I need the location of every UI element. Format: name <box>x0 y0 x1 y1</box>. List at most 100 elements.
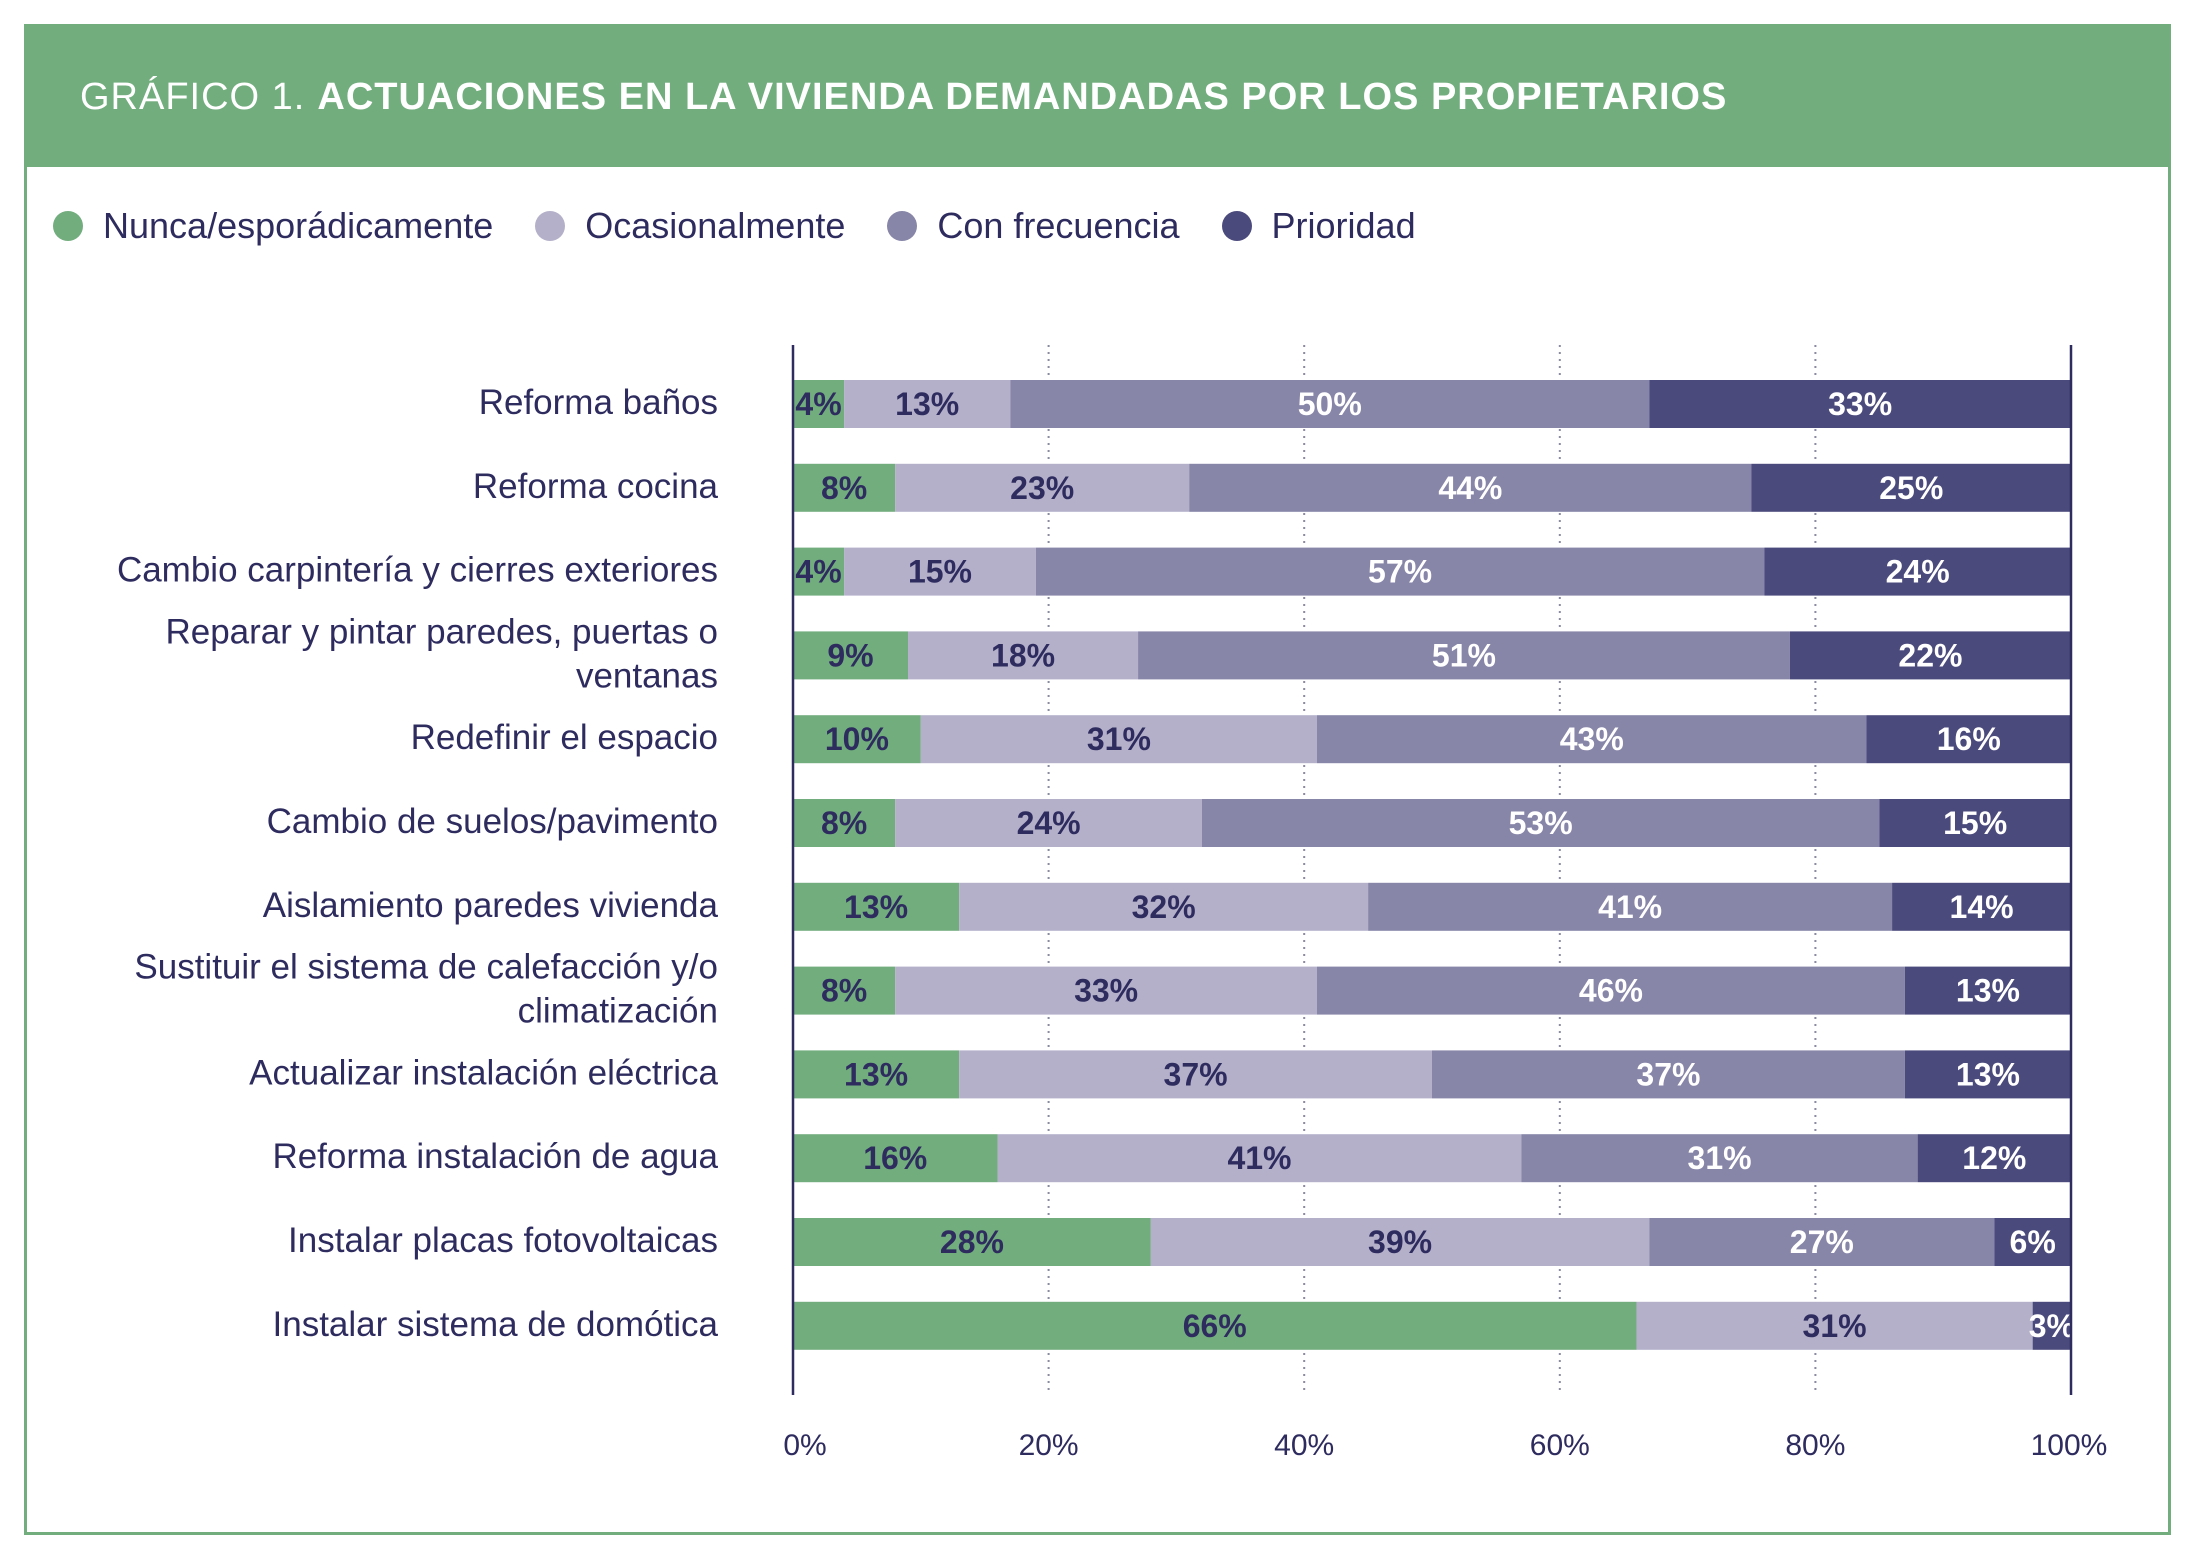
legend-label-nunca: Nunca/esporádicamente <box>103 205 494 246</box>
bar-ocasionalmente-5 <box>895 799 1202 847</box>
bar-con-frecuencia-8 <box>1432 1050 1905 1099</box>
data-label-ocasionalmente-11: 31% <box>1803 1308 1867 1344</box>
legend-item-prioridad: Prioridad <box>1221 205 1416 247</box>
bar-ocasionalmente-11 <box>1636 1301 2033 1350</box>
category-label-11: Instalar sistema de domótica <box>273 1305 719 1344</box>
data-label-nunca-0: 4% <box>795 386 841 422</box>
bar-prioridad-1 <box>1751 463 2071 512</box>
data-label-ocasionalmente-3: 18% <box>991 637 1055 673</box>
data-label-ocasionalmente-7: 33% <box>1074 973 1138 1009</box>
x-tick-label-4: 80% <box>1785 1429 1845 1462</box>
data-label-prioridad-2: 24% <box>1886 554 1950 590</box>
data-label-nunca-3: 9% <box>827 637 873 673</box>
category-label-10: Instalar placas fotovoltaicas <box>288 1221 718 1260</box>
data-label-ocasionalmente-1: 23% <box>1010 470 1074 506</box>
legend: Nunca/esporádicamente Ocasionalmente Con… <box>53 205 1458 247</box>
data-label-con-frecuencia-5: 53% <box>1509 805 1573 841</box>
bar-prioridad-11 <box>2032 1301 2071 1350</box>
category-label-8: Actualizar instalación eléctrica <box>249 1053 718 1092</box>
data-label-nunca-10: 28% <box>940 1224 1004 1260</box>
category-label-1: Reforma cocina <box>473 467 719 506</box>
bar-ocasionalmente-8 <box>959 1050 1432 1099</box>
category-label-3-line-1: ventanas <box>576 656 718 695</box>
data-label-prioridad-0: 33% <box>1828 386 1892 422</box>
data-label-con-frecuencia-4: 43% <box>1560 721 1624 757</box>
bar-prioridad-7 <box>1904 966 2071 1015</box>
data-label-ocasionalmente-9: 41% <box>1227 1140 1291 1176</box>
bar-nunca-2 <box>793 547 845 596</box>
bar-prioridad-10 <box>1994 1218 2071 1266</box>
data-label-prioridad-1: 25% <box>1879 470 1943 506</box>
bar-nunca-8 <box>793 1050 960 1099</box>
data-label-con-frecuencia-8: 37% <box>1636 1056 1700 1092</box>
legend-dot-prioridad <box>1221 211 1252 241</box>
bar-prioridad-6 <box>1892 882 2071 931</box>
bar-con-frecuencia-4 <box>1316 715 1867 764</box>
category-label-5: Cambio de suelos/pavimento <box>267 802 718 841</box>
legend-dot-nunca <box>53 211 83 241</box>
legend-label-prioridad: Prioridad <box>1271 205 1416 246</box>
data-label-con-frecuencia-6: 41% <box>1598 889 1662 925</box>
data-label-prioridad-11: 3% <box>2029 1308 2075 1344</box>
bar-nunca-10 <box>793 1218 1151 1266</box>
chart-header: GRÁFICO 1. ACTUACIONES EN LA VIVIENDA DE… <box>27 27 2168 167</box>
bar-prioridad-8 <box>1904 1050 2071 1099</box>
data-label-ocasionalmente-0: 13% <box>895 386 959 422</box>
bar-nunca-11 <box>793 1301 1637 1350</box>
data-label-con-frecuencia-2: 57% <box>1368 554 1432 590</box>
data-label-prioridad-3: 22% <box>1898 637 1962 673</box>
bar-con-frecuencia-7 <box>1316 966 1905 1015</box>
bar-con-frecuencia-0 <box>1010 380 1650 428</box>
legend-dot-ocasionalmente <box>535 211 566 241</box>
data-label-con-frecuencia-10: 27% <box>1790 1224 1854 1260</box>
data-label-con-frecuencia-1: 44% <box>1438 470 1502 506</box>
bar-con-frecuencia-5 <box>1201 799 1880 847</box>
bar-con-frecuencia-6 <box>1368 882 1893 931</box>
bar-ocasionalmente-6 <box>959 882 1369 931</box>
category-label-6: Aislamiento paredes vivienda <box>263 886 719 925</box>
bar-prioridad-9 <box>1917 1134 2071 1183</box>
data-label-con-frecuencia-7: 46% <box>1579 973 1643 1009</box>
category-label-2: Cambio carpintería y cierres exteriores <box>117 551 718 590</box>
data-label-nunca-8: 13% <box>844 1056 908 1092</box>
bar-prioridad-0 <box>1649 380 2071 428</box>
bar-prioridad-5 <box>1879 799 2071 847</box>
legend-label-con-frecuencia: Con frecuencia <box>937 205 1180 246</box>
category-label-7-line-1: climatización <box>518 992 718 1031</box>
data-label-nunca-9: 16% <box>863 1140 927 1176</box>
data-label-prioridad-4: 16% <box>1937 721 2001 757</box>
data-label-con-frecuencia-3: 51% <box>1432 637 1496 673</box>
data-label-ocasionalmente-5: 24% <box>1017 805 1081 841</box>
data-label-nunca-11: 66% <box>1183 1308 1247 1344</box>
data-label-nunca-4: 10% <box>825 721 889 757</box>
data-label-con-frecuencia-9: 31% <box>1688 1140 1752 1176</box>
bar-nunca-9 <box>793 1134 998 1183</box>
bar-prioridad-3 <box>1789 631 2071 680</box>
x-tick-label-2: 40% <box>1274 1429 1334 1462</box>
bar-ocasionalmente-7 <box>895 966 1317 1015</box>
data-label-ocasionalmente-4: 31% <box>1087 721 1151 757</box>
data-label-nunca-5: 8% <box>821 805 867 841</box>
bar-con-frecuencia-3 <box>1138 631 1790 680</box>
bar-nunca-6 <box>793 882 960 931</box>
bar-ocasionalmente-2 <box>844 547 1036 596</box>
chart-frame: GRÁFICO 1. ACTUACIONES EN LA VIVIENDA DE… <box>24 24 2171 1535</box>
legend-item-con-frecuencia: Con frecuencia <box>887 205 1180 247</box>
bar-ocasionalmente-10 <box>1150 1218 1650 1266</box>
data-label-con-frecuencia-0: 50% <box>1298 386 1362 422</box>
x-tick-label-5: 100% <box>2031 1429 2108 1462</box>
bar-nunca-0 <box>793 380 845 428</box>
bar-nunca-5 <box>793 799 896 847</box>
data-label-prioridad-5: 15% <box>1943 805 2007 841</box>
bar-prioridad-4 <box>1866 715 2071 764</box>
data-label-prioridad-9: 12% <box>1962 1140 2026 1176</box>
data-label-ocasionalmente-6: 32% <box>1132 889 1196 925</box>
bar-prioridad-2 <box>1764 547 2071 596</box>
chart-title: ACTUACIONES EN LA VIVIENDA DEMANDADAS PO… <box>317 75 1728 118</box>
data-label-nunca-7: 8% <box>821 973 867 1009</box>
data-label-prioridad-8: 13% <box>1956 1056 2020 1092</box>
bar-con-frecuencia-1 <box>1189 463 1752 512</box>
bar-ocasionalmente-1 <box>895 463 1190 512</box>
x-tick-label-3: 60% <box>1530 1429 1590 1462</box>
chart-number: GRÁFICO 1. <box>80 75 306 118</box>
